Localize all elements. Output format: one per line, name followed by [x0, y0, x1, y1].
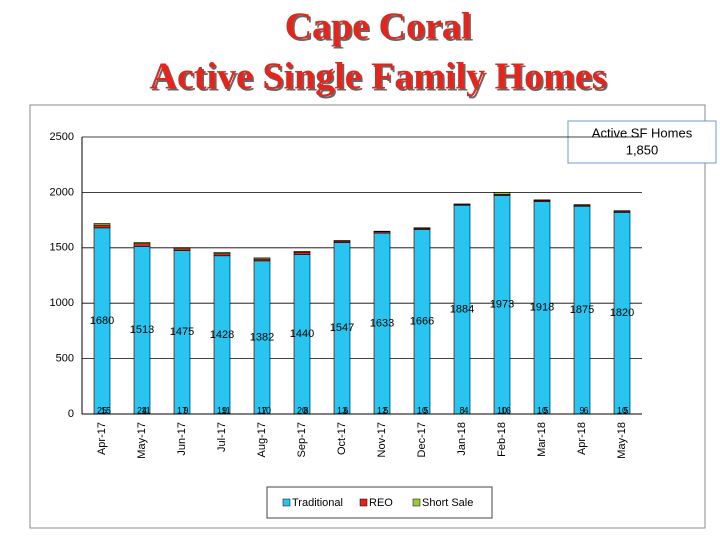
data-label: 1918	[530, 302, 554, 314]
x-tick-label: Apr-18	[576, 422, 588, 455]
bar-segment	[253, 257, 271, 260]
data-label: 1513	[130, 324, 154, 336]
x-tick-label: Oct-17	[336, 422, 348, 455]
y-tick-label: 1000	[50, 297, 74, 309]
bar-segment	[293, 251, 311, 255]
data-label: 10	[537, 405, 547, 415]
bar-segment	[413, 227, 431, 229]
x-tick-label: Dec-17	[416, 422, 428, 457]
bar-segment	[613, 210, 631, 212]
data-label: 8	[303, 405, 308, 415]
legend-swatch	[359, 498, 368, 507]
x-tick-label: Apr-17	[96, 422, 108, 455]
legend-swatch	[282, 498, 291, 507]
data-label: 16	[501, 405, 511, 415]
data-label: 10	[261, 405, 271, 415]
data-label: 5	[383, 405, 388, 415]
data-label: 1475	[170, 326, 194, 338]
bar-segment	[533, 199, 551, 201]
x-tick-label: May-17	[136, 422, 148, 459]
legend-label: REO	[369, 497, 393, 509]
chart-title: Cape Coral	[285, 6, 472, 48]
x-tick-label: Nov-17	[376, 422, 388, 457]
bar-segment	[133, 243, 151, 247]
data-label: 1440	[290, 328, 314, 340]
data-label: 25	[97, 405, 107, 415]
data-label: 1547	[330, 322, 354, 334]
data-label: 4	[463, 405, 468, 415]
x-tick-label: Jan-18	[456, 422, 468, 456]
data-label: 10	[417, 405, 427, 415]
y-tick-label: 500	[56, 353, 74, 365]
bar-segment	[493, 192, 511, 195]
data-label: 12	[377, 405, 387, 415]
bar-segment	[213, 252, 231, 254]
legend-label: Short Sale	[422, 497, 473, 509]
data-label: 8	[459, 405, 464, 415]
annotation-box	[567, 120, 717, 164]
bar-segment	[373, 230, 391, 233]
data-label: 11	[221, 405, 230, 415]
data-label: 5	[423, 405, 428, 415]
data-label: 1382	[250, 331, 274, 343]
data-label: 6	[343, 405, 348, 415]
bar-segment	[213, 253, 231, 257]
legend-swatch	[412, 498, 421, 507]
y-tick-label: 2500	[50, 131, 74, 143]
chart-frame	[29, 104, 706, 529]
data-label: 1428	[210, 329, 234, 341]
x-tick-label: Jul-17	[216, 422, 228, 452]
annotation-title: Active SF Homes	[592, 125, 693, 140]
data-label: 20	[297, 405, 307, 415]
data-label: 19	[217, 405, 227, 415]
data-label: 17	[257, 405, 267, 415]
bar-segment	[173, 247, 191, 249]
x-tick-label: Sep-17	[296, 422, 308, 457]
data-label: 1973	[490, 299, 514, 311]
data-label: 13	[337, 405, 347, 415]
x-tick-label: May-18	[616, 422, 628, 459]
data-label: 5	[623, 405, 628, 415]
x-tick-label: Aug-17	[256, 422, 268, 457]
legend-box	[266, 486, 493, 519]
y-tick-label: 1500	[50, 242, 74, 254]
data-label: 1633	[370, 317, 394, 329]
bar-segment	[93, 223, 111, 226]
bar-segment	[133, 242, 151, 245]
x-tick-label: Feb-18	[496, 422, 508, 457]
x-tick-label: Jun-17	[176, 422, 188, 456]
data-label: 17	[177, 405, 187, 415]
bar-segment	[293, 251, 311, 253]
y-tick-label: 2000	[50, 186, 74, 198]
annotation-value: 1,850	[626, 142, 659, 157]
data-label: 10	[497, 405, 507, 415]
data-label: 1884	[450, 304, 474, 316]
chart-subtitle: Active Single Family Homes	[150, 56, 607, 98]
data-label: 11	[141, 405, 150, 415]
data-label: 10	[617, 405, 627, 415]
bar-segment	[333, 240, 351, 242]
data-label: 5	[543, 405, 548, 415]
data-label: 1680	[90, 315, 114, 327]
data-label: 1666	[410, 316, 434, 328]
data-label: 9	[579, 405, 584, 415]
data-label: 9	[183, 405, 188, 415]
bar-segment	[93, 224, 111, 229]
data-label: 1875	[570, 304, 594, 316]
y-tick-label: 0	[68, 408, 74, 420]
x-tick-label: Mar-18	[536, 422, 548, 457]
data-label: 24	[137, 405, 147, 415]
bar-segment	[573, 204, 591, 206]
data-label: 6	[583, 405, 588, 415]
data-label: 1820	[610, 307, 634, 319]
data-label: 15	[101, 405, 111, 415]
legend-label: Traditional	[292, 497, 343, 509]
